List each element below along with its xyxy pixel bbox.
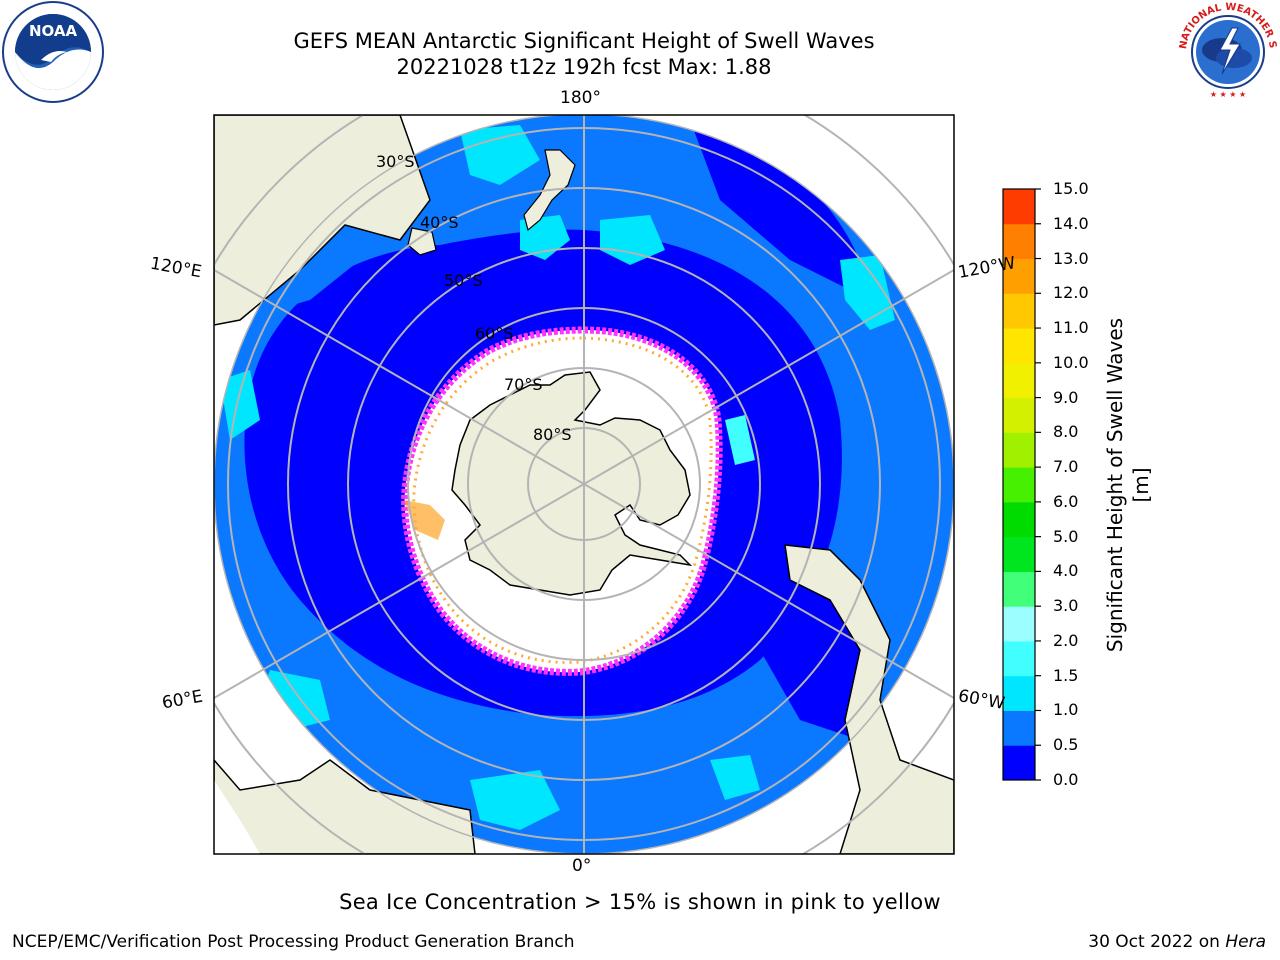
run-machine: Hera [1225,932,1266,952]
colorbar-swatch [1003,501,1035,538]
colorbar-tick-label: 7.0 [1053,457,1079,477]
colorbar-swatch [1003,710,1035,746]
colorbar-tick-label: 6.0 [1053,491,1079,511]
colorbar-tick-label: 11.0 [1053,318,1089,338]
run-date: 30 Oct 2022 on Hera [1088,932,1266,952]
colorbar-swatch [1003,467,1035,503]
colorbar-swatch [1003,571,1035,607]
colorbar-swatch [1003,745,1035,781]
colorbar-tick-label: 12.0 [1053,283,1089,303]
colorbar-tick-label: 0.0 [1053,770,1079,789]
lat-label-30s: 30°S [376,152,415,171]
colorbar-tick-label: 1.5 [1053,665,1079,685]
lat-label-80s: 80°S [533,425,572,444]
lat-label-50s: 50°S [444,271,483,290]
ice-edge-orange [412,336,713,664]
colorbar-swatch [1003,223,1035,260]
noaa-logo: NOAA [2,1,104,103]
antarctica-landmass [451,371,693,596]
lat-label-70s: 70°S [504,375,543,394]
chart-title: GEFS MEAN Antarctic Significant Height o… [293,29,875,53]
lon-label-0: 0° [572,856,592,876]
colorbar-swatch [1003,258,1035,294]
colorbar [1002,188,1041,781]
colorbar-swatch [1003,606,1035,642]
colorbar-swatch [1003,397,1035,433]
lat-label-40s: 40°S [420,213,459,232]
colorbar-swatch [1003,675,1035,711]
sea-ice-footnote: Sea Ice Concentration > 15% is shown in … [339,890,941,914]
map-frame [213,114,955,855]
colorbar-swatch [1003,432,1035,468]
producer-credit: NCEP/EMC/Verification Post Processing Pr… [12,932,575,952]
colorbar-tick-label: 15.0 [1053,179,1089,198]
colorbar-tick-label: 9.0 [1053,387,1079,407]
colorbar-swatch [1003,293,1035,329]
colorbar-tick-label: 2.0 [1053,630,1079,650]
colorbar-swatch [1003,362,1035,399]
colorbar-tick-label: 10.0 [1053,352,1089,372]
colorbar-frame [1002,188,1036,781]
lat-label-60s: 60°S [475,324,514,343]
lon-label-180: 180° [560,88,601,108]
svg-text:★ ★ ★ ★: ★ ★ ★ ★ [1210,90,1246,99]
colorbar-tick-label: 3.0 [1053,596,1079,616]
swell-zone-high [460,125,540,185]
colorbar-tick-label: 14.0 [1053,213,1089,233]
colorbar-swatch [1003,640,1035,677]
run-date-text: 30 Oct 2022 on [1088,932,1226,952]
colorbar-swatch [1003,536,1035,572]
colorbar-tick-label: 4.0 [1053,561,1079,581]
colorbar-tick-label: 13.0 [1053,248,1089,268]
colorbar-swatch [1003,328,1035,364]
colorbar-tick-label: 0.5 [1053,735,1079,755]
chart-subtitle: 20221028 t12z 192h fcst Max: 1.88 [396,55,772,79]
colorbar-label: Significant Height of Swell Waves [m] [1103,317,1153,653]
colorbar-tick-label: 5.0 [1053,526,1079,546]
colorbar-swatch [1003,189,1035,225]
colorbar-tick-label: 1.0 [1053,700,1079,720]
noaa-wordmark: NOAA [29,22,78,40]
nws-logo: NATIONAL WEATHER SERVICE ★ ★ ★ ★ [1176,0,1278,102]
graticule [214,115,954,854]
colorbar-tick-label: 8.0 [1053,422,1079,442]
